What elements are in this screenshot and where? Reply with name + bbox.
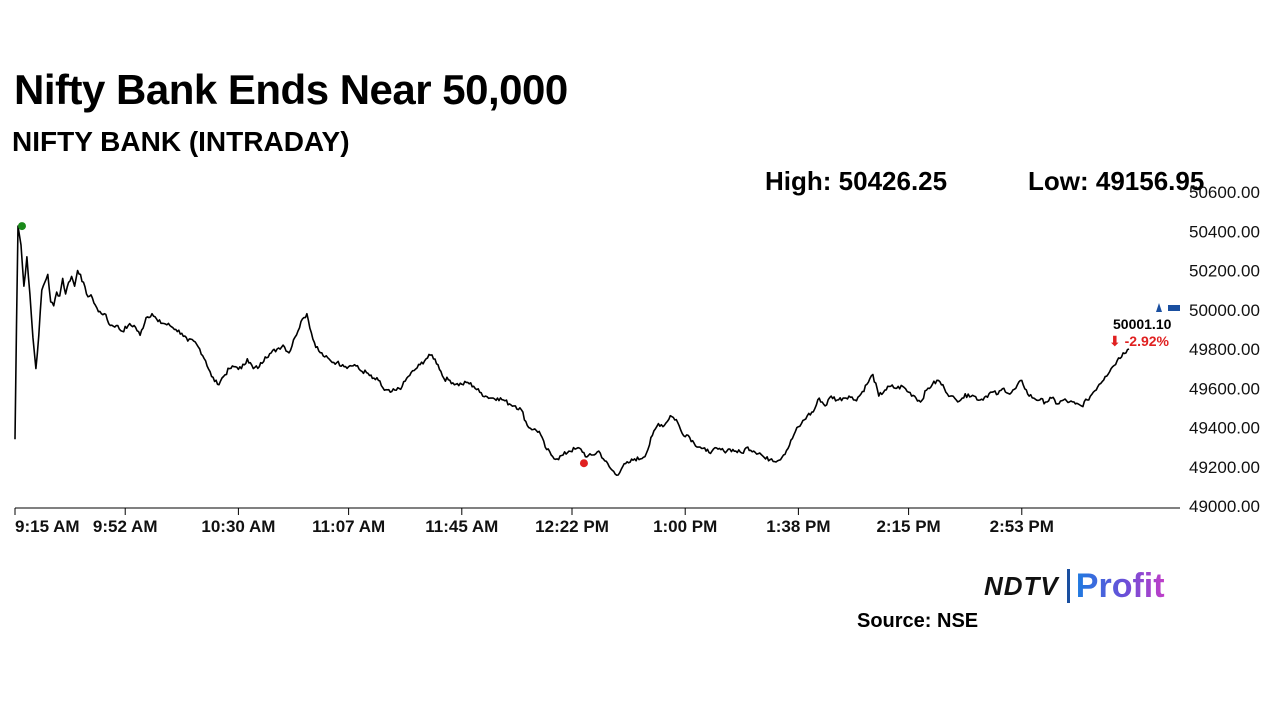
x-tick-label: 12:22 PM bbox=[535, 517, 609, 536]
y-tick-label: 49400.00 bbox=[1189, 419, 1260, 438]
y-tick-label: 50200.00 bbox=[1189, 262, 1260, 281]
y-tick-label: 50400.00 bbox=[1189, 222, 1260, 241]
y-tick-label: 49800.00 bbox=[1189, 340, 1260, 359]
ndtv-profit-logo: NDTV Profit bbox=[984, 566, 1165, 606]
low-marker bbox=[579, 459, 588, 468]
low-value: Low: 49156.95 bbox=[1028, 166, 1205, 196]
price-line bbox=[14, 225, 1130, 476]
y-tick-label: 50000.00 bbox=[1189, 301, 1260, 320]
x-tick-label: 9:52 AM bbox=[93, 517, 158, 536]
chart-subtitle: NIFTY BANK (INTRADAY) bbox=[12, 126, 350, 157]
last-value-indicator-icon bbox=[1156, 303, 1162, 312]
y-tick-label: 49200.00 bbox=[1189, 458, 1260, 477]
x-tick-label: 1:38 PM bbox=[766, 517, 830, 536]
high-low-stats: High: 50426.25 Low: 49156.95 bbox=[765, 166, 1204, 197]
x-tick-label: 1:00 PM bbox=[653, 517, 717, 536]
x-tick-label: 11:07 AM bbox=[312, 517, 385, 536]
x-tick-label: 2:53 PM bbox=[990, 517, 1054, 536]
logo-divider bbox=[1066, 569, 1070, 603]
last-value-label: 50001.10 bbox=[1113, 316, 1172, 332]
high-value: High: 50426.25 bbox=[765, 166, 948, 196]
y-tick-label: 49000.00 bbox=[1189, 497, 1260, 516]
change-label: ⬇ -2.92% bbox=[1109, 333, 1170, 349]
logo-ndtv-text: NDTV bbox=[984, 570, 1059, 601]
x-tick-label: 11:45 AM bbox=[425, 517, 498, 536]
page-title: Nifty Bank Ends Near 50,000 bbox=[14, 66, 568, 113]
y-tick-label: 50600.00 bbox=[1189, 183, 1260, 202]
high-marker bbox=[17, 222, 26, 231]
logo-profit-text: Profit bbox=[1075, 566, 1165, 605]
last-value-tag bbox=[1168, 305, 1180, 311]
x-tick-label: 10:30 AM bbox=[201, 517, 275, 536]
x-tick-label: 9:15 AM bbox=[15, 517, 80, 536]
y-tick-label: 49600.00 bbox=[1189, 379, 1260, 398]
x-tick-label: 2:15 PM bbox=[876, 517, 940, 536]
source-note: Source: NSE bbox=[857, 610, 979, 632]
